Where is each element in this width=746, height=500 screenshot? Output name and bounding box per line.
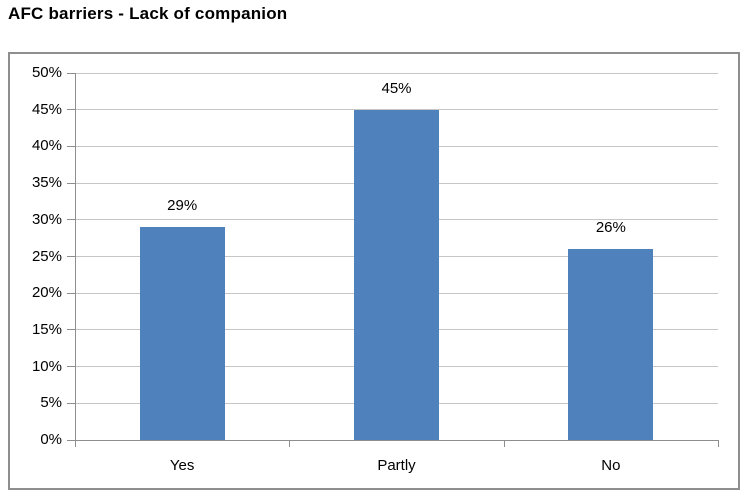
y-axis-tick: [67, 145, 75, 147]
y-axis-tick: [67, 402, 75, 404]
x-axis-tick: [75, 440, 76, 447]
chart-frame: 0% 5% 10% 15% 20% 25% 30% 35% 40% 45% 50% 29% Yes 45%…: [8, 52, 740, 490]
y-axis-tick-label: 45%: [31, 100, 62, 118]
y-axis-tick-label: 15%: [31, 320, 62, 338]
bar: [139, 227, 225, 440]
y-axis-tick: [67, 256, 75, 257]
x-axis-line: [75, 439, 718, 441]
y-axis-line: [75, 73, 76, 440]
x-axis-category-label: Yes: [169, 457, 195, 474]
x-axis-tick: [289, 440, 291, 447]
y-axis-tick-label: 30%: [31, 210, 62, 228]
y-axis-tick: [67, 219, 75, 221]
y-axis-tick: [67, 439, 75, 441]
y-axis-tick-label: 5%: [40, 394, 62, 412]
y-axis-tick: [67, 182, 75, 184]
y-axis-tick-label: 40%: [31, 137, 62, 155]
bar-data-label: 29%: [167, 197, 198, 215]
y-axis-tick: [67, 366, 75, 368]
bar-data-label: 26%: [595, 219, 626, 237]
gridline: [75, 72, 718, 74]
y-axis-tick-label: 25%: [31, 247, 62, 265]
bar-data-label: 45%: [381, 79, 412, 97]
x-axis-tick: [503, 440, 505, 447]
y-axis-tick-label: 35%: [31, 174, 62, 192]
y-axis-tick-label: 0%: [40, 431, 62, 448]
plot-area: 0% 5% 10% 15% 20% 25% 30% 35% 40% 45% 50% 29% Yes 45%…: [10, 54, 738, 488]
y-axis-tick-label: 50%: [31, 64, 62, 81]
x-axis-tick: [718, 440, 719, 447]
x-axis-category-label: Partly: [377, 457, 416, 474]
bar: [354, 109, 439, 440]
bar: [568, 249, 654, 440]
y-axis-tick: [67, 109, 75, 111]
y-axis-tick-label: 10%: [31, 357, 62, 375]
y-axis-tick-label: 20%: [31, 284, 62, 302]
y-axis-tick: [67, 329, 75, 331]
y-axis-tick: [67, 292, 75, 294]
chart-title: AFC barriers - Lack of companion: [8, 4, 288, 23]
x-axis-category-label: No: [601, 457, 621, 474]
y-axis-tick: [67, 72, 75, 74]
